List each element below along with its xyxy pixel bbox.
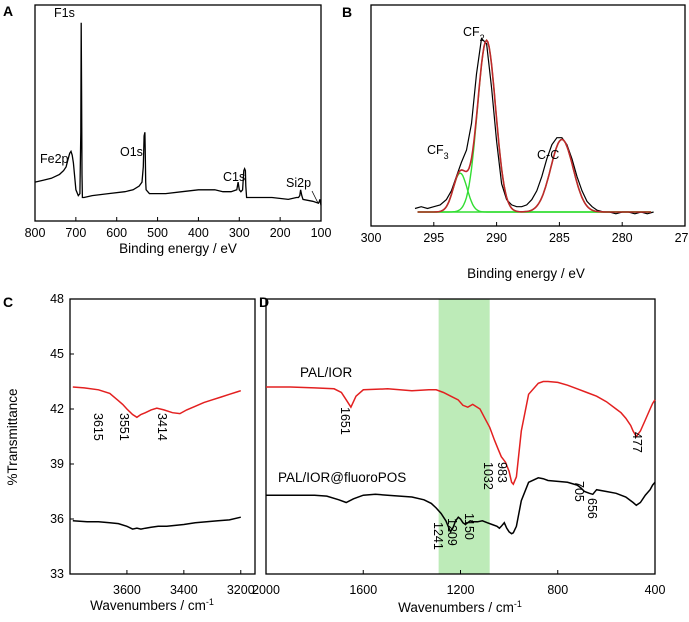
b-xtick-label-275: 275 (675, 231, 689, 245)
panel-b-ticks: 300 295 290 285 280 275 (361, 222, 689, 245)
peak-1150-label: 1150 (462, 513, 476, 540)
panel-c-xlabel-main: Wavenumbers / cm (90, 598, 206, 613)
panel-d-label: D (259, 294, 269, 310)
c-fluoropos-line (72, 516, 241, 530)
peak-1032-label: 1032 (481, 462, 495, 490)
panel-b-xlabel: Binding energy / eV (467, 266, 585, 281)
series-label-fluoropos: PAL/IOR@fluoroPOS (278, 470, 406, 485)
highlight-band (438, 299, 490, 574)
a-xtick-label-600: 600 (106, 226, 127, 240)
peak-477-label: 477 (630, 432, 644, 453)
panel-a-frame (34, 4, 322, 222)
c-ytick-label-42: 42 (50, 402, 64, 416)
c-ytick-label-33: 33 (50, 567, 64, 581)
a-xtick-label-300: 300 (229, 226, 250, 240)
cf2-label: CF2 (463, 25, 485, 43)
cf2-label-sub: 2 (480, 33, 485, 43)
peak-1651-label: 1651 (338, 407, 352, 435)
panel-d: D 2000 1600 1200 800 400 Wavenumbers / cm-1 … (252, 294, 665, 615)
c-xtick-label-3600: 3600 (113, 583, 141, 597)
b-xtick-label-285: 285 (549, 231, 570, 245)
panel-d-xlabel-sup: -1 (514, 599, 522, 609)
panel-c: C 3600 3400 3200 33 36 39 42 45 48 %Transmittanc… (3, 292, 256, 613)
b-xtick-label-295: 295 (423, 231, 444, 245)
panel-d-xlabel: Wavenumbers / cm-1 (398, 599, 522, 615)
panel-c-frame (69, 298, 256, 575)
c-xtick-label-3400: 3400 (170, 583, 198, 597)
c-ytick-label-36: 36 (50, 512, 64, 526)
panel-c-ticks: 3600 3400 3200 33 36 39 42 45 48 (50, 292, 255, 597)
cf3-label-main: CF (427, 143, 444, 157)
panel-d-ticks: 2000 1600 1200 800 400 (252, 570, 665, 597)
b-xtick-label-290: 290 (486, 231, 507, 245)
si2p-label: Si2p (286, 176, 311, 190)
panel-c-label: C (3, 294, 13, 310)
panel-a-label: A (3, 3, 13, 19)
b-xtick-label-300: 300 (361, 231, 382, 245)
d-pal-ior-line (266, 380, 656, 486)
peak-705-label: 705 (572, 481, 586, 502)
d-xtick-label-1600: 1600 (349, 583, 377, 597)
cc-label: C-C (537, 148, 559, 162)
cf3-label: CF3 (427, 143, 449, 161)
d-xtick-label-2000: 2000 (252, 583, 280, 597)
c-ytick-label-39: 39 (50, 457, 64, 471)
c-ytick-label-48: 48 (50, 292, 64, 306)
c1s-label: C1s (223, 170, 245, 184)
c-xtick-label-3200: 3200 (227, 583, 255, 597)
o1s-label: O1s (120, 145, 143, 159)
b-xtick-label-280: 280 (612, 231, 633, 245)
panel-a-xlabel: Binding energy / eV (119, 241, 237, 256)
fe2p-label: Fe2p (40, 152, 69, 166)
c-ytick-label-45: 45 (50, 347, 64, 361)
panel-c-xlabel: Wavenumbers / cm-1 (90, 597, 214, 613)
peak-3551-label: 3551 (117, 413, 131, 441)
a-xtick-label-200: 200 (270, 226, 291, 240)
d-xtick-label-400: 400 (645, 583, 666, 597)
cc-component (417, 138, 652, 213)
panel-c-xlabel-sup: -1 (206, 597, 214, 607)
peak-3615-label: 3615 (91, 413, 105, 441)
a-xtick-label-700: 700 (65, 226, 86, 240)
c-pal-ior-line (72, 386, 242, 419)
series-label-pal-ior: PAL/IOR (300, 365, 353, 380)
panel-b-label: B (342, 4, 352, 20)
a-xtick-label-800: 800 (25, 226, 46, 240)
panel-a-ticks: 800 700 600 500 400 300 200 100 (25, 217, 332, 240)
panel-a-survey-line (34, 22, 322, 206)
f1s-label: F1s (54, 6, 75, 20)
panel-b-frame (370, 4, 686, 227)
peak-656-label: 656 (585, 498, 599, 519)
peak-1241-label: 1241 (431, 522, 445, 550)
peak-3414-label: 3414 (155, 413, 169, 441)
a-xtick-label-500: 500 (147, 226, 168, 240)
si2p-pointer (311, 190, 319, 204)
peak-1209-label: 1209 (445, 518, 459, 546)
d-xtick-label-800: 800 (547, 583, 568, 597)
panel-c-ylabel: %Transmittance (5, 388, 20, 485)
fit-envelope-line (417, 39, 652, 213)
a-xtick-label-400: 400 (188, 226, 209, 240)
panel-a: A 800 700 600 500 400 300 200 100 Binding energ… (3, 3, 331, 256)
cf2-label-main: CF (463, 25, 480, 39)
panel-b: B 300 295 290 285 280 275 Binding energy / eV… (342, 4, 689, 281)
panel-d-xlabel-main: Wavenumbers / cm (398, 600, 514, 615)
measured-line (414, 37, 654, 215)
d-fluoropos-line (266, 477, 656, 535)
peak-983-label: 983 (495, 462, 509, 483)
a-xtick-label-100: 100 (311, 226, 332, 240)
d-xtick-label-1200: 1200 (447, 583, 475, 597)
cf3-label-sub: 3 (444, 151, 449, 161)
